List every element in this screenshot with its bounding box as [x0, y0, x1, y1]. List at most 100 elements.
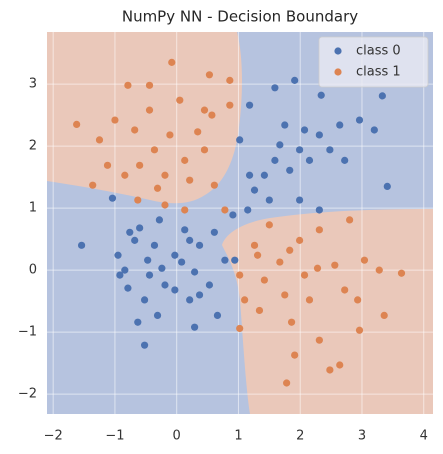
y-tick-label: 3: [29, 77, 37, 92]
point: [295, 146, 304, 154]
point: [140, 341, 149, 349]
point: [121, 266, 129, 274]
point: [124, 81, 132, 89]
point: [271, 156, 279, 164]
point: [326, 366, 334, 374]
legend-label: class 0: [356, 44, 401, 59]
x-tick-label: 3: [358, 429, 366, 444]
point: [221, 206, 229, 214]
point: [378, 92, 386, 100]
point: [161, 201, 169, 209]
point: [89, 181, 97, 189]
point: [114, 251, 122, 259]
point: [250, 241, 259, 249]
point: [313, 264, 322, 272]
point: [226, 76, 234, 84]
point: [236, 136, 244, 144]
point: [155, 216, 164, 224]
point: [145, 106, 154, 114]
point: [355, 116, 364, 124]
y-tick-label: −2: [18, 387, 37, 402]
point: [317, 91, 325, 99]
point: [271, 84, 279, 92]
point: [186, 176, 194, 184]
point: [383, 182, 391, 191]
point: [178, 258, 186, 266]
point: [181, 206, 189, 214]
point: [286, 166, 294, 174]
point: [171, 286, 179, 294]
point: [250, 186, 259, 194]
point: [166, 131, 174, 139]
point: [124, 284, 132, 292]
x-tick-label: 2: [296, 429, 304, 444]
point: [140, 296, 149, 304]
point: [341, 156, 349, 164]
legend-label: class 1: [356, 65, 401, 80]
point: [300, 126, 309, 134]
point: [131, 236, 139, 244]
point: [326, 146, 334, 154]
point: [295, 196, 304, 204]
point: [286, 246, 294, 254]
point: [153, 184, 162, 192]
point: [236, 324, 244, 333]
point: [103, 161, 112, 169]
point: [161, 281, 169, 289]
point: [194, 128, 202, 136]
point: [213, 311, 222, 319]
decision-regions: [47, 32, 433, 414]
point: [283, 379, 291, 387]
point: [95, 136, 104, 144]
point: [158, 264, 166, 272]
point: [195, 291, 204, 299]
point: [360, 256, 369, 264]
point: [221, 256, 229, 264]
point: [244, 206, 252, 214]
point: [111, 116, 119, 124]
point: [226, 101, 234, 109]
point: [108, 194, 117, 202]
point: [73, 120, 81, 128]
region-class-1: [47, 32, 242, 204]
point: [210, 228, 218, 236]
point: [287, 318, 296, 326]
point: [176, 96, 184, 104]
point: [315, 131, 323, 139]
y-tick-label: 1: [29, 201, 37, 216]
point: [153, 311, 162, 319]
x-tick-label: 4: [420, 429, 428, 444]
x-tick-label: 0: [173, 429, 181, 444]
point: [131, 126, 139, 134]
point: [245, 101, 254, 109]
point: [241, 296, 249, 304]
point: [397, 269, 406, 277]
point: [380, 311, 388, 319]
x-tick-label: −2: [44, 429, 63, 444]
point: [145, 81, 154, 89]
point: [255, 306, 264, 315]
point: [181, 156, 189, 164]
point: [281, 121, 289, 129]
point: [260, 171, 268, 179]
point: [121, 171, 129, 179]
point: [341, 286, 349, 294]
x-tick-label: −1: [105, 429, 124, 444]
point: [265, 196, 273, 204]
point: [331, 261, 339, 269]
region-class-1: [222, 209, 433, 414]
point: [300, 271, 309, 279]
point: [136, 224, 144, 232]
legend: class 0 class 1: [318, 36, 429, 88]
point: [210, 181, 218, 189]
point: [276, 258, 284, 266]
point: [186, 236, 194, 244]
point: [205, 281, 214, 289]
point: [336, 121, 344, 129]
point: [375, 266, 383, 274]
point: [181, 226, 189, 234]
point: [276, 141, 284, 149]
point: [195, 241, 204, 249]
point: [295, 236, 304, 244]
